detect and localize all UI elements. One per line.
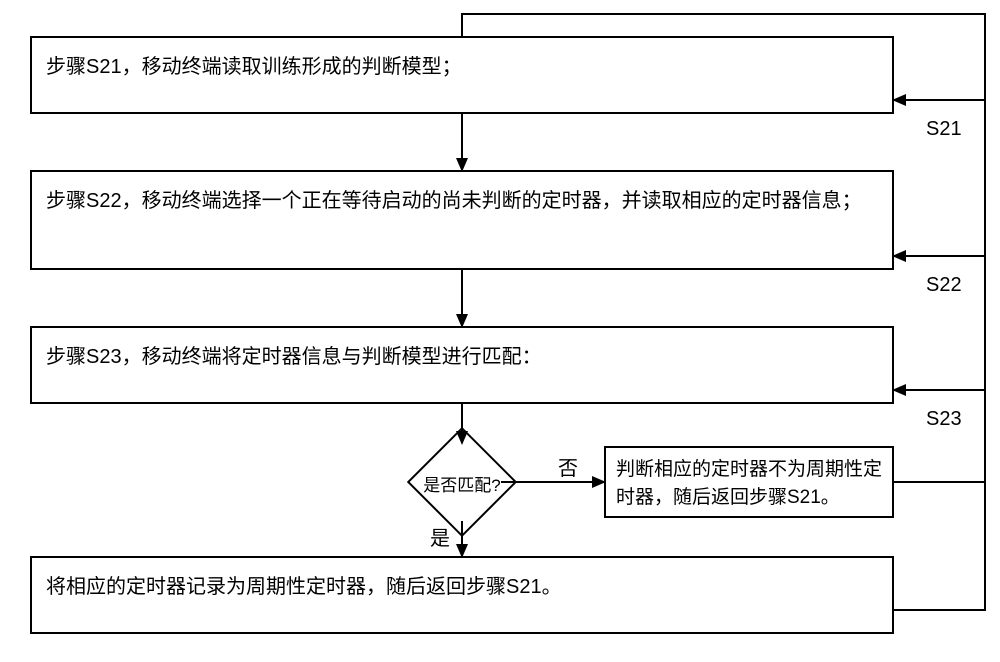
step-s22-box: 步骤S22，移动终端选择一个正在等待启动的尚未判断的定时器，并读取相应的定时器信… [30, 170, 894, 270]
not-periodic-text: 判断相应的定时器不为周期性定时器，随后返回步骤S21。 [616, 456, 884, 511]
match-decision-label: 是否匹配? [416, 471, 508, 496]
side-label-s23: S23 [926, 408, 962, 431]
flowchart-canvas: 步骤S21，移动终端读取训练形成的判断模型； 步骤S22，移动终端选择一个正在等… [0, 0, 1000, 662]
not-periodic-box: 判断相应的定时器不为周期性定时器，随后返回步骤S21。 [604, 446, 894, 518]
no-label: 否 [558, 452, 578, 481]
step-s21-box: 步骤S21，移动终端读取训练形成的判断模型； [30, 36, 894, 114]
side-label-s21: S21 [926, 118, 962, 141]
step-s22-text: 步骤S22，移动终端选择一个正在等待启动的尚未判断的定时器，并读取相应的定时器信… [46, 186, 882, 217]
step-s21-text: 步骤S21，移动终端读取训练形成的判断模型； [46, 52, 882, 83]
step-s23-text: 步骤S23，移动终端将定时器信息与判断模型进行匹配： [46, 342, 882, 373]
periodic-box: 将相应的定时器记录为周期性定时器，随后返回步骤S21。 [30, 556, 894, 634]
periodic-text: 将相应的定时器记录为周期性定时器，随后返回步骤S21。 [46, 572, 882, 603]
step-s23-box: 步骤S23，移动终端将定时器信息与判断模型进行匹配： [30, 326, 894, 404]
side-label-s22: S22 [926, 274, 962, 297]
yes-label: 是 [430, 522, 450, 551]
